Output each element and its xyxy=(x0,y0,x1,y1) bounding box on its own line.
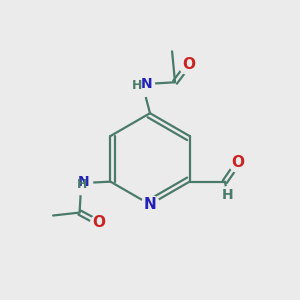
Text: N: N xyxy=(141,77,153,91)
Text: H: H xyxy=(222,188,234,202)
Text: N: N xyxy=(144,197,156,212)
Text: O: O xyxy=(92,215,105,230)
Text: H: H xyxy=(132,79,142,92)
Text: O: O xyxy=(232,155,244,170)
Text: N: N xyxy=(78,175,90,189)
Text: H: H xyxy=(76,178,87,191)
Text: O: O xyxy=(182,57,195,72)
